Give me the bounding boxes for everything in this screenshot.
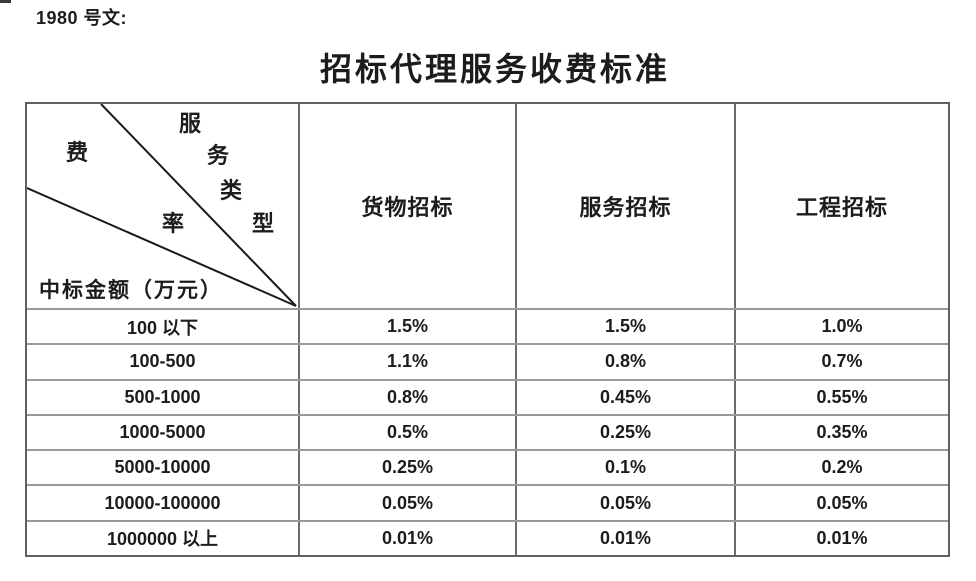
rate-cell: 0.01% bbox=[515, 521, 734, 555]
diagonal-divider-lines bbox=[27, 104, 297, 307]
table-row: 1000000 以上 0.01% 0.01% 0.01% bbox=[27, 519, 948, 555]
row-label: 10000-100000 bbox=[104, 492, 221, 513]
rate-cell: 0.01% bbox=[734, 521, 948, 555]
doc-ref-label: 1980 号文: bbox=[36, 8, 128, 28]
row-axis-label: 中标金额（万元） bbox=[39, 278, 223, 302]
diag-char-service-1: 服 bbox=[179, 111, 202, 136]
table-row: 100-500 1.1% 0.8% 0.7% bbox=[27, 343, 948, 379]
rate-cell: 0.2% bbox=[734, 451, 948, 485]
rate-cell: 0.05% bbox=[298, 486, 515, 520]
table-row: 1000-5000 0.5% 0.25% 0.35% bbox=[27, 413, 948, 450]
page-title: 招标代理服务收费标准 bbox=[319, 51, 670, 87]
page-corner-artifact bbox=[0, 0, 11, 3]
diag-char-service-3: 类 bbox=[220, 178, 243, 203]
column-header-services: 服务招标 bbox=[515, 104, 734, 308]
table-row: 500-1000 0.8% 0.45% 0.55% bbox=[27, 378, 948, 414]
rate-cell: 0.5% bbox=[298, 415, 515, 450]
rate-cell: 0.01% bbox=[298, 521, 515, 555]
row-label: 1000000 以上 bbox=[106, 529, 219, 550]
rate-cell: 1.5% bbox=[515, 310, 734, 344]
rate-cell: 0.05% bbox=[515, 486, 734, 520]
rate-cell: 1.1% bbox=[298, 345, 515, 379]
table-row: 10000-100000 0.05% 0.05% 0.05% bbox=[27, 484, 948, 520]
diag-char-service-2: 务 bbox=[207, 143, 230, 168]
diag-char-rate-1: 费 bbox=[66, 140, 89, 165]
row-label: 100 以下 bbox=[126, 317, 199, 338]
row-label: 500-1000 bbox=[124, 386, 201, 407]
diag-char-service-4: 型 bbox=[252, 211, 275, 236]
rate-cell: 0.8% bbox=[515, 345, 734, 379]
table-row: 100 以下 1.5% 1.5% 1.0% bbox=[27, 308, 948, 344]
rate-cell: 1.0% bbox=[734, 310, 948, 344]
rate-cell: 0.35% bbox=[734, 415, 948, 450]
rate-cell: 0.7% bbox=[734, 345, 948, 379]
table-header-row: 服 务 类 型 费 率 中标金额（万元） 货物招标 服务招标 工程招标 bbox=[27, 104, 948, 308]
rate-cell: 0.25% bbox=[298, 451, 515, 485]
rate-cell: 0.05% bbox=[734, 486, 948, 520]
rate-cell: 0.45% bbox=[515, 380, 734, 414]
rate-cell: 0.8% bbox=[298, 380, 515, 414]
column-header-engineering: 工程招标 bbox=[734, 104, 948, 308]
table-row: 5000-10000 0.25% 0.1% 0.2% bbox=[27, 449, 948, 485]
rate-cell: 0.25% bbox=[515, 415, 734, 450]
row-label: 1000-5000 bbox=[119, 421, 206, 442]
fee-table: 服 务 类 型 费 率 中标金额（万元） 货物招标 服务招标 工程招标 100 … bbox=[25, 102, 950, 557]
rate-cell: 0.1% bbox=[515, 451, 734, 485]
rate-cell: 0.55% bbox=[734, 380, 948, 414]
row-label: 5000-10000 bbox=[114, 457, 211, 478]
row-label: 100-500 bbox=[129, 351, 196, 372]
rate-cell: 1.5% bbox=[298, 310, 515, 344]
diagonal-header-cell: 服 务 类 型 费 率 中标金额（万元） bbox=[27, 104, 298, 308]
column-header-goods: 货物招标 bbox=[298, 104, 515, 308]
diag-char-rate-2: 率 bbox=[162, 211, 185, 236]
